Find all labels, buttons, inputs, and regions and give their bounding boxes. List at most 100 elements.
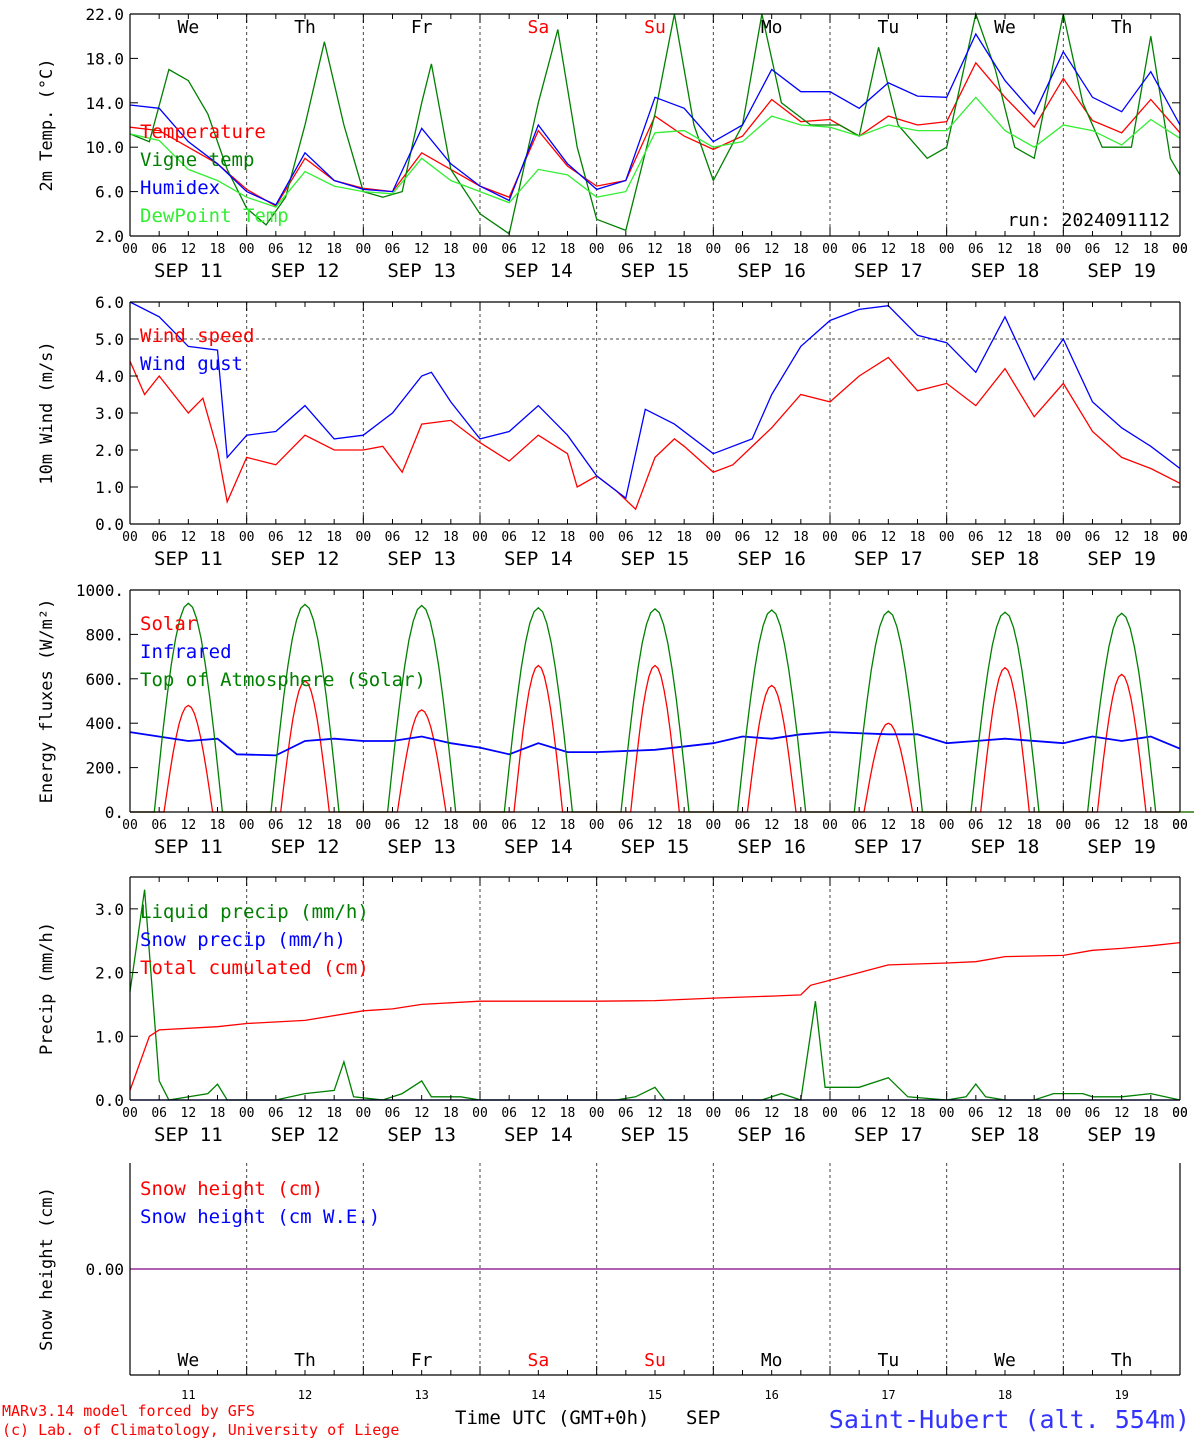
hour-tick-label: 00 bbox=[1056, 530, 1072, 545]
legend-entry: Humidex bbox=[140, 177, 220, 199]
hour-tick-label: 12 bbox=[181, 1106, 197, 1121]
y-tick-label: 400. bbox=[85, 714, 124, 733]
hour-tick-label: 06 bbox=[968, 818, 984, 833]
date-label: SEP 17 bbox=[854, 260, 923, 282]
series-humidex-line bbox=[129, 32, 1181, 206]
date-label: SEP 19 bbox=[1087, 1124, 1156, 1146]
month-label: SEP bbox=[686, 1407, 720, 1429]
hour-tick-label: 06 bbox=[1085, 530, 1101, 545]
hour-tick-label: 18 bbox=[560, 1106, 576, 1121]
hour-tick-label: 00 bbox=[122, 530, 138, 545]
hour-tick-label: 00 bbox=[1172, 818, 1188, 833]
hour-tick-label: 12 bbox=[181, 530, 197, 545]
hour-tick-label: 12 bbox=[414, 1106, 430, 1121]
hour-tick-label: 18 bbox=[560, 818, 576, 833]
hour-tick-label: 00 bbox=[589, 242, 605, 257]
hour-tick-label: 18 bbox=[910, 530, 926, 545]
series-total-cumulated-cm-line bbox=[129, 941, 1181, 1091]
hour-tick-label: 00 bbox=[706, 530, 722, 545]
y-tick-label: 3.0 bbox=[95, 900, 124, 919]
hour-tick-label: 00 bbox=[589, 1106, 605, 1121]
legend-entry: Infrared bbox=[140, 641, 232, 663]
legend-entry: Snow height (cm W.E.) bbox=[140, 1206, 380, 1228]
hour-tick-label: 18 bbox=[1026, 242, 1042, 257]
y-tick-label: 10.0 bbox=[85, 138, 124, 157]
hour-tick-label: 18 bbox=[210, 242, 226, 257]
date-label: SEP 19 bbox=[1087, 836, 1156, 858]
hour-tick-label: 12 bbox=[531, 1106, 547, 1121]
legend-entry: Liquid precip (mm/h) bbox=[140, 901, 369, 923]
date-label: SEP 12 bbox=[271, 260, 340, 282]
hour-tick-label: 18 bbox=[443, 1106, 459, 1121]
hour-tick-label: 06 bbox=[501, 242, 517, 257]
date-label: SEP 16 bbox=[737, 548, 806, 570]
hour-tick-label: 06 bbox=[618, 818, 634, 833]
date-label: SEP 14 bbox=[504, 836, 573, 858]
hour-tick-label: 06 bbox=[151, 530, 167, 545]
date-label: SEP 14 bbox=[504, 548, 573, 570]
hour-tick-label: 06 bbox=[1085, 1106, 1101, 1121]
hour-tick-label: 12 bbox=[1114, 530, 1130, 545]
hour-tick-label: 06 bbox=[851, 242, 867, 257]
station-title: Saint-Hubert (alt. 554m) bbox=[829, 1405, 1190, 1434]
series-vigne-temp-line bbox=[129, 11, 1181, 235]
hour-tick-label: 00 bbox=[939, 530, 955, 545]
day-number-label: 12 bbox=[298, 1388, 312, 1402]
legend-entry: DewPoint Temp bbox=[140, 205, 289, 227]
hour-tick-label: 00 bbox=[939, 1106, 955, 1121]
hour-tick-label: 18 bbox=[210, 530, 226, 545]
hour-tick-label: 12 bbox=[997, 242, 1013, 257]
hour-tick-label: 00 bbox=[939, 242, 955, 257]
hour-tick-label: 06 bbox=[268, 1106, 284, 1121]
hour-tick-label: 18 bbox=[1026, 530, 1042, 545]
hour-tick-label: 00 bbox=[706, 242, 722, 257]
y-tick-label: 1000. bbox=[76, 581, 124, 600]
hour-tick-label: 06 bbox=[851, 818, 867, 833]
date-label: SEP 13 bbox=[387, 548, 456, 570]
y-tick-label: 6.0 bbox=[95, 293, 124, 312]
y-tick-label: 1.0 bbox=[95, 1027, 124, 1046]
hour-tick-label: 00 bbox=[1172, 530, 1188, 545]
y-tick-label: 5.0 bbox=[95, 330, 124, 349]
hour-tick-label: 06 bbox=[968, 1106, 984, 1121]
y-tick-label: 2.0 bbox=[95, 441, 124, 460]
y-axis-label: Precip (mm/h) bbox=[37, 922, 57, 1055]
date-label: SEP 16 bbox=[737, 260, 806, 282]
hour-tick-label: 12 bbox=[414, 530, 430, 545]
y-tick-label: 0. bbox=[105, 803, 124, 822]
hour-tick-label: 00 bbox=[122, 1106, 138, 1121]
date-label: SEP 18 bbox=[971, 548, 1040, 570]
hour-tick-label: 12 bbox=[297, 818, 313, 833]
legend-entry: Top of Atmosphere (Solar) bbox=[140, 669, 426, 691]
hour-tick-label: 06 bbox=[618, 1106, 634, 1121]
legend-entry: Wind gust bbox=[140, 353, 243, 375]
date-label: SEP 16 bbox=[737, 1124, 806, 1146]
hour-tick-label: 12 bbox=[297, 1106, 313, 1121]
hour-tick-label: 18 bbox=[326, 530, 342, 545]
hour-tick-label: 00 bbox=[239, 818, 255, 833]
day-name-top: Fr bbox=[411, 17, 433, 38]
day-name-top: We bbox=[994, 17, 1016, 38]
hour-tick-label: 06 bbox=[735, 818, 751, 833]
hour-tick-label: 18 bbox=[1026, 818, 1042, 833]
hour-tick-label: 06 bbox=[151, 1106, 167, 1121]
day-name-top: Th bbox=[294, 17, 316, 38]
hour-tick-label: 12 bbox=[881, 530, 897, 545]
y-tick-label: 2.0 bbox=[95, 227, 124, 246]
hour-tick-label: 18 bbox=[793, 242, 809, 257]
hour-tick-label: 00 bbox=[239, 1106, 255, 1121]
hour-tick-label: 18 bbox=[676, 818, 692, 833]
y-tick-label: 14.0 bbox=[85, 94, 124, 113]
hour-tick-label: 06 bbox=[268, 242, 284, 257]
hour-tick-label: 06 bbox=[151, 818, 167, 833]
day-name-top: Th bbox=[1111, 17, 1133, 38]
hour-tick-label: 00 bbox=[1056, 1106, 1072, 1121]
hour-tick-label: 18 bbox=[443, 530, 459, 545]
day-name-bottom: Sa bbox=[527, 1350, 549, 1371]
day-name-top: Sa bbox=[527, 17, 549, 38]
hour-tick-label: 18 bbox=[1143, 530, 1159, 545]
hour-tick-label: 00 bbox=[472, 242, 488, 257]
hour-tick-label: 06 bbox=[501, 818, 517, 833]
date-label: SEP 16 bbox=[737, 836, 806, 858]
